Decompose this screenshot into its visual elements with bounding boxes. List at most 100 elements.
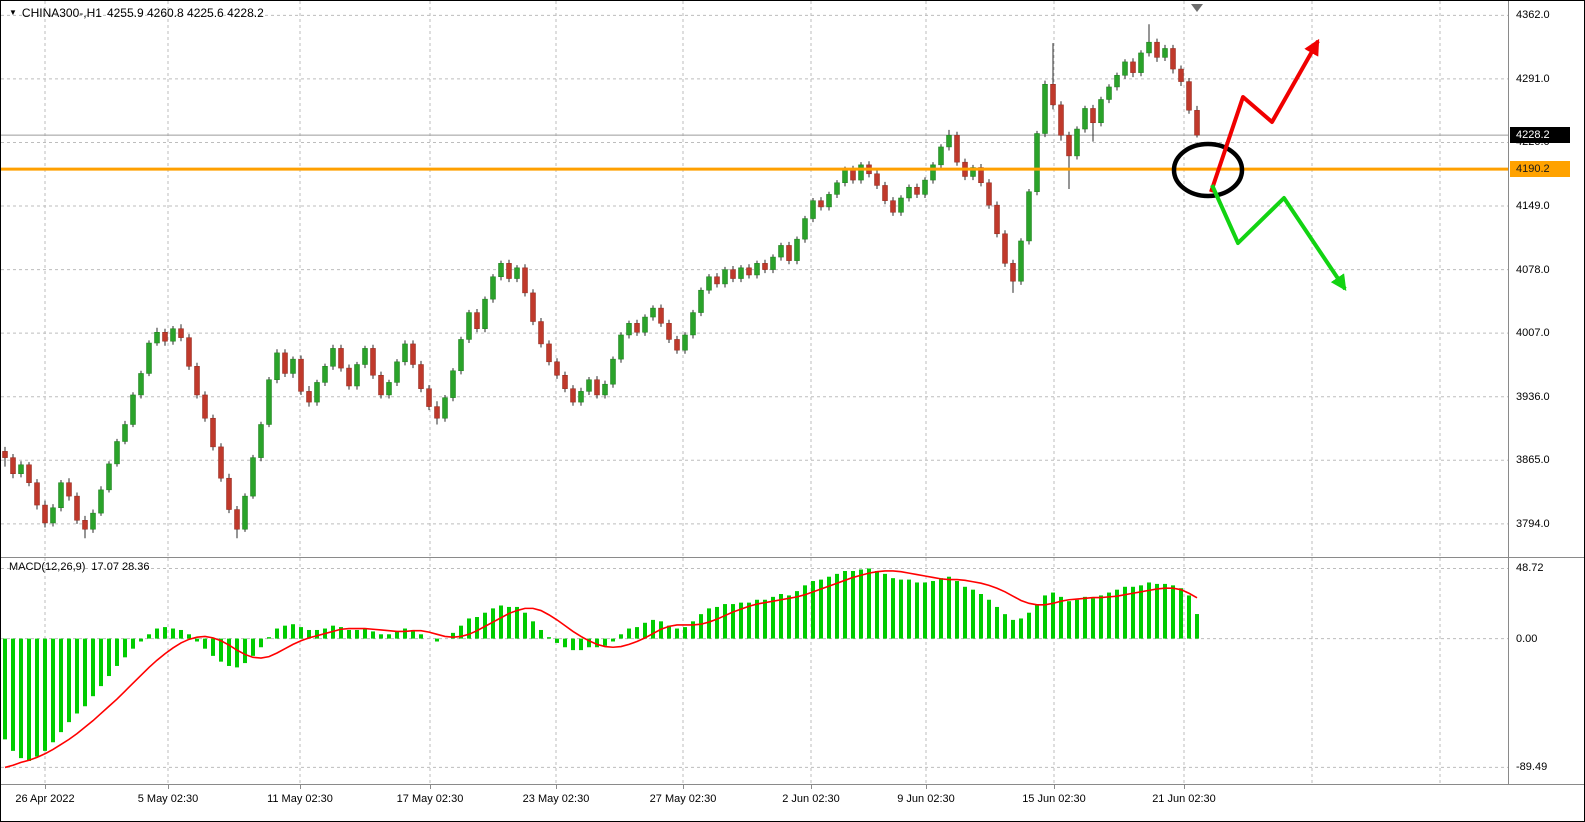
price-axis-label: 4291.0 <box>1516 72 1550 85</box>
price-axis-label: 4078.0 <box>1516 263 1550 276</box>
candle <box>170 328 176 342</box>
time-axis-label: 15 Jun 02:30 <box>1022 793 1086 805</box>
candle <box>466 312 472 340</box>
candle <box>386 382 392 396</box>
candle <box>578 391 584 403</box>
macd-axis-label: 0.00 <box>1516 632 1538 645</box>
candle <box>970 167 976 177</box>
candle <box>666 323 672 340</box>
price-axis-label: 3865.0 <box>1516 454 1550 467</box>
candle <box>1194 110 1200 136</box>
candle <box>186 337 192 367</box>
candle <box>858 164 864 181</box>
candle <box>114 441 120 465</box>
candle <box>458 339 464 372</box>
candle <box>762 263 768 270</box>
time-tick-mark <box>926 785 927 789</box>
candle <box>362 348 368 365</box>
candle <box>266 379 272 425</box>
candle <box>394 361 400 383</box>
candle <box>1106 86 1112 100</box>
macd-signal-line <box>4 570 1198 769</box>
candle <box>642 316 648 333</box>
candle <box>242 495 248 530</box>
candle <box>770 256 776 270</box>
candle <box>794 238 800 261</box>
candle <box>370 348 376 376</box>
candle <box>930 164 936 181</box>
candle <box>98 489 104 514</box>
candle <box>514 267 520 279</box>
candle <box>850 169 856 181</box>
symbol-dropdown-icon[interactable]: ▼ <box>9 8 17 17</box>
candle <box>202 394 208 419</box>
candle <box>746 267 752 276</box>
candle <box>1026 191 1032 242</box>
time-axis-label: 11 May 02:30 <box>267 793 333 805</box>
macd-pane[interactable]: MACD(12,26,9) 17.07 28.36 <box>1 558 1584 784</box>
candle <box>650 307 656 318</box>
time-scale[interactable]: 26 Apr 2022 5 May 02:30 11 May 02:30 17 May… <box>1 785 1584 821</box>
candle <box>842 169 848 184</box>
candles-layer <box>2 24 1200 539</box>
bullish-arrow-annotation[interactable] <box>1209 38 1320 193</box>
candle <box>1162 48 1168 58</box>
candle <box>338 348 344 369</box>
candle <box>1154 41 1160 58</box>
candle <box>1186 81 1192 111</box>
candle <box>818 200 824 208</box>
candle <box>402 343 408 363</box>
candle <box>426 388 432 407</box>
candle <box>410 343 416 365</box>
chart-shift-marker-icon[interactable] <box>1191 4 1203 12</box>
macd-indicator-label: MACD(12,26,9) 17.07 28.36 <box>9 561 150 573</box>
candle <box>690 312 696 336</box>
candle <box>786 245 792 261</box>
bearish-arrow-annotation[interactable] <box>1210 184 1347 291</box>
candle <box>1138 52 1144 73</box>
candle <box>738 267 744 279</box>
candle <box>330 348 336 367</box>
candle <box>594 379 600 396</box>
macd-axis-label: -89.49 <box>1516 761 1548 774</box>
candle <box>130 394 136 425</box>
price-axis-label: 4362.0 <box>1516 9 1550 22</box>
candle <box>474 312 480 329</box>
candle <box>658 307 664 324</box>
candle <box>874 173 880 186</box>
candle <box>506 263 512 279</box>
candle <box>482 298 488 329</box>
candle <box>610 358 616 385</box>
candle <box>138 373 144 396</box>
candle <box>882 185 888 201</box>
candle <box>250 457 256 497</box>
price-scale[interactable]: 4362.04291.04220.04149.04078.04007.03936… <box>1508 1 1584 785</box>
candle <box>1042 84 1048 134</box>
macd-grid-layer <box>1 558 1508 784</box>
candle <box>290 358 296 374</box>
candle <box>698 289 704 313</box>
macd-chart-canvas[interactable] <box>1 558 1508 784</box>
ellipse-annotation[interactable] <box>1171 141 1245 199</box>
candle <box>122 424 128 442</box>
candle <box>1098 99 1104 124</box>
candle <box>218 446 224 479</box>
candle <box>1066 135 1072 157</box>
candle <box>74 495 80 521</box>
candle <box>1170 48 1176 70</box>
time-axis-label: 2 Jun 02:30 <box>782 793 840 805</box>
price-chart-canvas[interactable] <box>1 1 1508 557</box>
candle <box>722 269 728 285</box>
candle <box>1090 108 1096 124</box>
macd-axis-label: 48.72 <box>1516 562 1544 575</box>
candle <box>562 374 568 389</box>
candle <box>778 245 784 258</box>
candle <box>1122 61 1128 76</box>
candle <box>58 482 64 509</box>
price-pane[interactable]: ▼ CHINA300-,H1 4255.9 4260.8 4225.6 4228… <box>1 1 1584 557</box>
candle <box>554 361 560 376</box>
candle <box>730 269 736 279</box>
candle <box>714 276 720 285</box>
pane-separator[interactable] <box>1 557 1584 558</box>
chart-ohlc-values: 4255.9 4260.8 4225.6 4228.2 <box>106 6 264 20</box>
